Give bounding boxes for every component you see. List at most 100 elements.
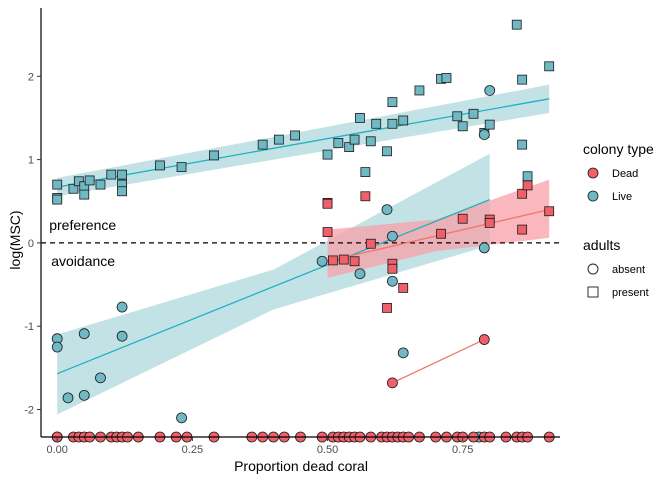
legend-title-adults: adults: [583, 237, 620, 253]
point-live-circle-3: [62, 392, 74, 404]
point-live-square-43: [544, 61, 555, 72]
legend-key-dead: [587, 167, 599, 179]
point-live-circle-18: [484, 85, 496, 96]
point-live-square-22: [349, 134, 360, 145]
point-live-square-7: [84, 175, 95, 186]
point-dead-square-8: [382, 302, 392, 313]
x-tick-label-3: 0.75: [452, 444, 473, 456]
axes: 0.00 0.25 0.50 0.75 -2 -1 0 1 2: [24, 8, 560, 456]
point-live-square-42: [522, 171, 533, 182]
point-live-circle-17: [478, 242, 490, 254]
point-live-square-0: [52, 179, 63, 190]
y-tick-label-1: -1: [24, 321, 34, 333]
y-tick-label-2: 0: [28, 238, 34, 250]
point-dead-square-16: [517, 224, 528, 235]
legend-key-present: [587, 286, 599, 298]
point-live-circle-6: [95, 372, 106, 384]
point-live-circle-16: [478, 129, 490, 141]
point-live-square-18: [290, 130, 300, 141]
point-dead-square-3: [328, 255, 338, 266]
y-tick-label-4: 2: [28, 71, 34, 83]
point-live-square-35: [457, 121, 468, 132]
point-live-square-19: [322, 149, 333, 160]
legend-label-present: present: [612, 287, 649, 299]
y-tick-label-3: 1: [28, 155, 34, 167]
point-live-square-25: [365, 136, 376, 147]
point-live-square-9: [106, 169, 117, 180]
point-live-square-29: [387, 97, 398, 108]
point-live-circle-11: [354, 268, 366, 280]
x-tick-label-0: 0.00: [47, 444, 68, 456]
point-dead-square-10: [387, 263, 398, 274]
data-points: [51, 19, 555, 443]
point-dead-square-5: [349, 256, 360, 267]
point-live-square-40: [517, 74, 528, 85]
point-live-square-3: [68, 183, 79, 194]
annotation-preference: preference: [49, 217, 116, 233]
point-live-circle-5: [78, 389, 90, 401]
point-live-square-24: [360, 167, 371, 178]
point-live-square-28: [387, 118, 398, 129]
point-live-square-15: [209, 150, 219, 161]
point-live-square-38: [484, 119, 495, 130]
y-tick-label-0: -2: [24, 405, 34, 417]
point-live-square-20: [333, 138, 344, 148]
point-live-square-39: [511, 19, 522, 30]
point-dead-circle-48: [387, 377, 398, 389]
point-live-circle-7: [116, 301, 128, 313]
x-axis-title: Proportion dead coral: [234, 458, 368, 474]
legend: colony type Dead Live adults absent pres…: [583, 141, 654, 299]
point-dead-square-17: [517, 188, 528, 199]
point-dead-square-11: [398, 282, 409, 293]
x-tick-label-1: 0.25: [182, 444, 203, 456]
point-live-square-16: [257, 139, 268, 150]
point-live-circle-1: [51, 341, 63, 353]
point-live-square-27: [382, 146, 392, 157]
fit-line-dead-absent: [392, 338, 485, 384]
confidence-band-dead-present: [327, 179, 550, 278]
legend-label-dead: Dead: [612, 168, 638, 180]
point-dead-square-6: [360, 191, 371, 202]
point-dead-square-15: [484, 218, 495, 228]
fit-line-live-present: [57, 98, 550, 188]
legend-key-absent: [587, 263, 599, 275]
point-live-square-2: [52, 194, 63, 205]
point-live-circle-13: [387, 230, 398, 242]
point-live-square-10: [117, 169, 127, 180]
point-dead-square-2: [322, 227, 333, 237]
point-live-square-41: [517, 139, 528, 150]
y-axis-title: log(MSC): [7, 210, 23, 269]
point-live-square-8: [95, 179, 106, 190]
point-dead-circle-47: [478, 334, 490, 345]
point-live-square-4: [73, 176, 84, 187]
legend-title-colony-type: colony type: [583, 141, 654, 157]
point-live-circle-4: [78, 328, 90, 340]
legend-label-live: Live: [612, 191, 632, 203]
point-live-circle-10: [316, 255, 328, 267]
confidence-band-live-absent: [57, 153, 490, 415]
point-dead-square-12: [436, 228, 446, 239]
point-live-square-36: [468, 108, 479, 119]
legend-label-absent: absent: [612, 264, 645, 276]
point-live-square-23: [355, 113, 365, 123]
point-dead-square-1: [322, 198, 333, 209]
point-live-circle-8: [116, 330, 128, 342]
point-dead-square-18: [522, 180, 533, 191]
x-tick-label-2: 0.50: [317, 444, 338, 456]
point-live-circle-15: [397, 347, 409, 359]
point-live-square-26: [371, 118, 382, 129]
point-dead-square-4: [338, 254, 349, 265]
point-live-square-31: [414, 85, 425, 96]
point-live-square-17: [273, 134, 284, 145]
point-live-square-13: [155, 160, 165, 171]
point-live-circle-12: [381, 204, 393, 215]
legend-key-live: [587, 190, 599, 202]
point-live-square-33: [441, 73, 452, 83]
point-live-square-21: [344, 142, 355, 153]
point-live-square-14: [176, 162, 187, 173]
point-live-square-6: [79, 189, 90, 200]
point-dead-square-19: [544, 206, 555, 217]
fit-line-live-absent: [56, 198, 490, 375]
point-dead-square-13: [457, 213, 468, 224]
